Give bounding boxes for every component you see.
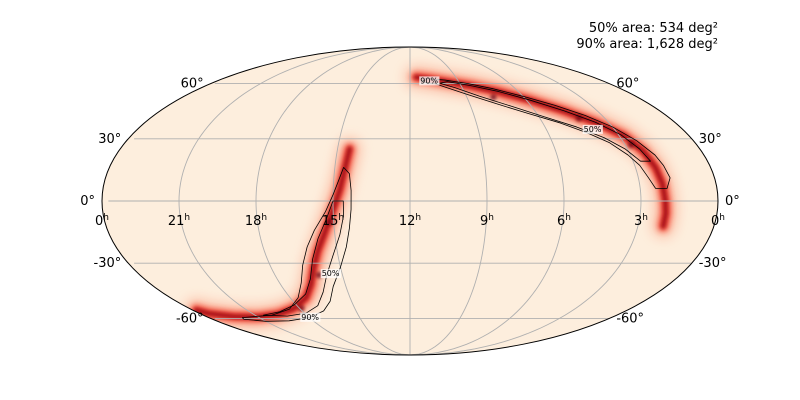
contour-label: 50%	[584, 125, 602, 134]
dec-tick-label-left: 0°	[80, 194, 95, 209]
dec-tick-label-right: 0°	[725, 194, 740, 209]
axis-tick-labels: 0h 21h 18h 15h 12h 9h 6h 3h 0h 60° 60° 30° 30° 0° 0° -3…	[80, 77, 740, 327]
dec-tick-label-right: 60°	[616, 77, 639, 92]
dec-tick-label-right: -30°	[699, 256, 727, 271]
contour-50	[263, 200, 344, 317]
ra-tick-label: 15h	[322, 213, 344, 229]
dec-tick-label-left: -60°	[176, 311, 204, 326]
contour-label-background	[300, 312, 321, 322]
contour-label: 50%	[322, 269, 340, 278]
ra-tick-label: 0h	[711, 213, 725, 229]
contour-50	[439, 81, 651, 162]
contour-label-background	[419, 76, 440, 86]
sky-outline	[101, 46, 719, 356]
ra-tick-label: 0h	[95, 213, 109, 229]
dec-tick-label-right: -60°	[616, 311, 644, 326]
dec-tick-label-right: 30°	[699, 132, 722, 147]
probability-peak	[315, 271, 323, 279]
contour-90	[241, 166, 352, 322]
ra-tick-label: 12h	[399, 213, 421, 229]
contour-label-background	[582, 124, 603, 134]
area-90-annotation: 90% area: 1,628 deg²	[576, 37, 718, 52]
ra-tick-label: 3h	[634, 213, 648, 229]
ra-tick-label: 9h	[480, 213, 494, 229]
contour-label-background	[320, 269, 341, 279]
contour-label: 90%	[301, 313, 319, 322]
credible-region-contours	[241, 78, 671, 322]
contour-labels: 90% 50% 50% 90%	[300, 76, 603, 322]
probability-peak	[627, 141, 635, 149]
area-50-annotation: 50% area: 534 deg²	[589, 21, 718, 36]
ra-tick-label: 6h	[557, 213, 571, 229]
dec-tick-label-left: 30°	[98, 132, 121, 147]
probability-peak	[298, 305, 305, 312]
probability-band-core	[193, 146, 353, 320]
contour-label: 90%	[420, 76, 438, 85]
dec-tick-label-left: -30°	[94, 256, 122, 271]
probability-peak	[490, 93, 497, 101]
ra-tick-label: 18h	[245, 213, 267, 229]
dec-tick-label-left: 60°	[181, 77, 204, 92]
probability-peak	[326, 218, 334, 226]
contour-90	[420, 78, 671, 189]
ra-tick-label: 21h	[168, 213, 190, 229]
